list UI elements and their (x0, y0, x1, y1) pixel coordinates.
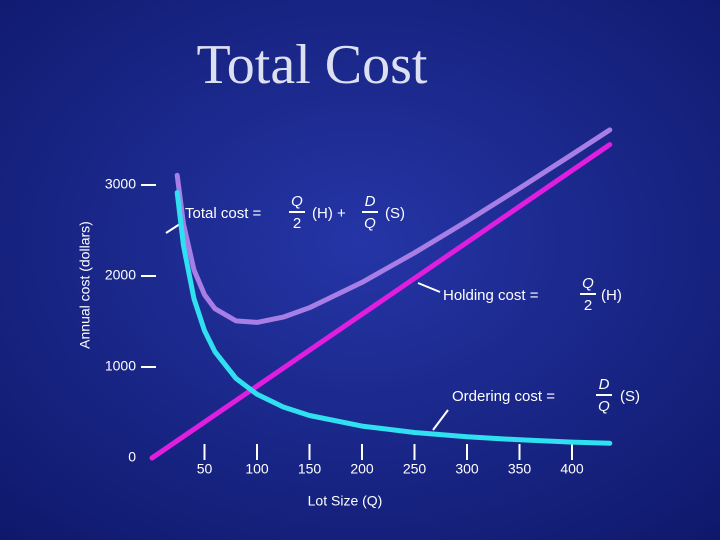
line-series (174, 190, 613, 446)
holding-tail: (H) (601, 287, 622, 304)
total-num2: D (365, 193, 376, 210)
chart-title: Total Cost (197, 34, 428, 96)
total-mid: (H) + (312, 205, 346, 222)
y-tick-label: 3000 (105, 176, 136, 192)
y-tick-label: 2000 (105, 267, 136, 283)
x-tick-label: 100 (245, 461, 269, 477)
holding-num: Q (582, 275, 594, 292)
x-tick-label: 300 (455, 461, 479, 477)
y-axis-label: Annual cost (dollars) (77, 221, 93, 349)
x-axis-label: Lot Size (Q) (308, 493, 383, 509)
leader-line (417, 282, 441, 293)
ordering-tail: (S) (620, 388, 640, 405)
line-series (149, 142, 613, 461)
ordering-den: Q (598, 398, 610, 415)
ordering-num: D (599, 376, 610, 393)
x-tick-label: 250 (403, 461, 427, 477)
y-tick-label: 0 (128, 449, 136, 465)
holding-lead: Holding cost = (443, 287, 539, 304)
x-tick-label: 50 (197, 461, 213, 477)
ordering-lead: Ordering cost = (452, 388, 555, 405)
x-tick-label: 400 (560, 461, 584, 477)
x-tick-label: 150 (298, 461, 322, 477)
total-den2: Q (364, 215, 376, 232)
total-num1: Q (291, 193, 303, 210)
x-tick-label: 350 (508, 461, 532, 477)
total-den1: 2 (293, 215, 301, 232)
line-series (174, 127, 613, 325)
total-tail: (S) (385, 205, 405, 222)
holding-den: 2 (584, 297, 592, 314)
leader-line (432, 409, 449, 431)
total-lead: Total cost = (185, 205, 262, 222)
y-tick-label: 1000 (105, 358, 136, 374)
x-tick-label: 200 (350, 461, 374, 477)
